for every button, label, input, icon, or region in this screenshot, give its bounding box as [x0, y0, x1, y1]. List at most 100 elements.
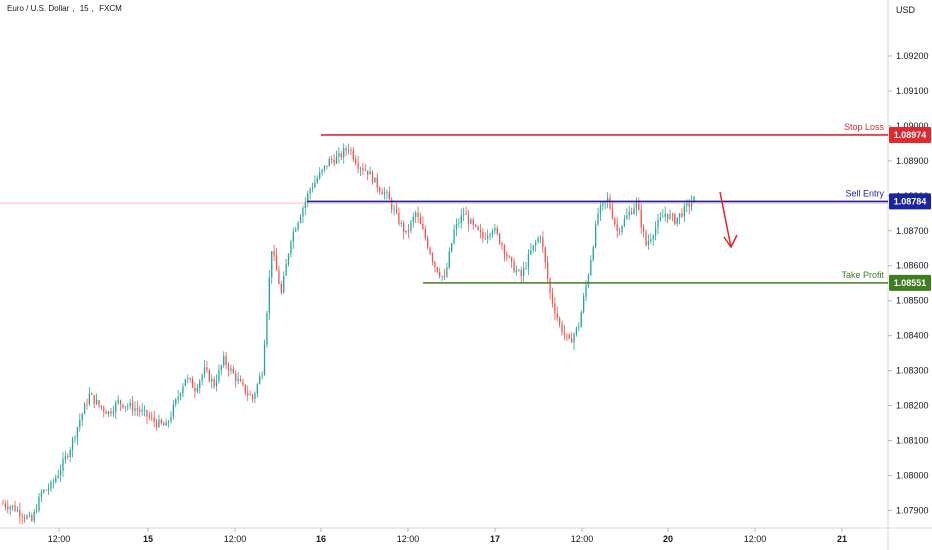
- candle-body: [347, 149, 350, 151]
- candle-body: [38, 496, 40, 511]
- candle-body: [364, 170, 366, 171]
- candle-body: [367, 170, 369, 175]
- candle-body: [7, 506, 9, 509]
- x-tick-label: 12:00: [397, 534, 420, 544]
- candle-body: [62, 459, 64, 471]
- candle-body: [206, 367, 208, 371]
- candle-body: [575, 327, 578, 335]
- candle-body: [83, 403, 86, 414]
- candle-body: [561, 324, 563, 333]
- level-label: Take Profit: [841, 270, 884, 280]
- candle-body: [475, 224, 477, 227]
- candle-body: [127, 406, 129, 407]
- candle-body: [256, 384, 258, 394]
- candle-body: [662, 216, 664, 218]
- x-tick-label: 16: [316, 534, 326, 544]
- candle-body: [215, 381, 218, 387]
- candle-body: [371, 171, 374, 183]
- x-tick-label: 12:00: [571, 534, 594, 544]
- candle-body: [441, 276, 443, 277]
- candle-body: [345, 148, 347, 151]
- candle-body: [45, 489, 47, 491]
- candle-body: [534, 242, 537, 246]
- candle-body: [139, 409, 141, 412]
- currency-label[interactable]: USD: [896, 5, 916, 15]
- candle-body: [669, 214, 671, 219]
- candle-body: [340, 153, 342, 158]
- candle-body: [343, 148, 345, 158]
- candle-body: [654, 227, 657, 236]
- candle-body: [321, 169, 323, 173]
- candle-body: [602, 202, 604, 206]
- y-tick-label: 1.08400: [896, 331, 929, 341]
- candle-body: [496, 228, 498, 234]
- candle-body: [297, 222, 299, 230]
- candle-body: [635, 200, 638, 209]
- candle-body: [16, 509, 19, 512]
- candle-body: [172, 404, 175, 417]
- candle-body: [285, 264, 287, 276]
- candle-body: [98, 400, 100, 406]
- candle-body: [376, 177, 378, 188]
- candle-body: [422, 223, 424, 230]
- candle-body: [31, 515, 33, 521]
- candle-body: [578, 327, 580, 328]
- candle-body: [674, 214, 676, 225]
- candle-body: [52, 481, 55, 483]
- candle-body: [628, 212, 630, 216]
- x-tick-label: 12:00: [48, 534, 71, 544]
- candle-body: [251, 395, 254, 399]
- candle-body: [676, 217, 678, 225]
- candle-body: [189, 378, 191, 380]
- candle-body: [74, 437, 76, 439]
- candle-body: [182, 385, 184, 394]
- candle-body: [573, 334, 575, 343]
- candle-body: [35, 510, 38, 512]
- candle-body: [309, 189, 311, 194]
- candle-body: [179, 393, 182, 397]
- candle-body: [230, 368, 232, 371]
- candle-body: [566, 334, 568, 335]
- candle-body: [175, 399, 177, 405]
- candle-body: [642, 227, 645, 232]
- candle-body: [611, 208, 614, 219]
- candle-body: [489, 234, 491, 236]
- candle-body: [81, 413, 83, 420]
- candle-body: [259, 376, 261, 385]
- candle-body: [134, 408, 136, 411]
- candle-body: [124, 406, 127, 408]
- candle-body: [659, 217, 662, 220]
- candle-body: [273, 251, 275, 256]
- candle-body: [131, 402, 134, 411]
- candle-body: [508, 256, 510, 258]
- candle-body: [465, 214, 467, 216]
- candle-body: [314, 182, 316, 188]
- level-price-label: 1.08784: [894, 196, 927, 206]
- candle-body: [302, 207, 304, 217]
- candle-body: [28, 515, 31, 517]
- candle-body: [563, 332, 566, 335]
- candle-body: [482, 232, 484, 239]
- candle-body: [26, 516, 28, 519]
- x-tick-label: 15: [143, 534, 153, 544]
- candle-body: [436, 267, 438, 273]
- candle-body: [69, 450, 71, 457]
- candle-body: [4, 503, 7, 507]
- candle-body: [331, 158, 333, 161]
- candle-body: [323, 165, 326, 170]
- candle-body: [606, 197, 609, 202]
- y-tick-label: 1.08000: [896, 471, 929, 481]
- candle-body: [326, 165, 328, 167]
- candle-body: [494, 228, 496, 231]
- candle-body: [686, 203, 688, 206]
- candle-body: [412, 216, 414, 222]
- candle-body: [439, 272, 441, 277]
- candle-body: [232, 368, 234, 374]
- symbol-exchange: FXCM: [99, 4, 122, 13]
- y-tick-label: 1.08300: [896, 366, 929, 376]
- candle-body: [86, 403, 88, 405]
- candle-body: [633, 208, 635, 214]
- candle-body: [271, 251, 273, 278]
- candle-body: [14, 505, 16, 512]
